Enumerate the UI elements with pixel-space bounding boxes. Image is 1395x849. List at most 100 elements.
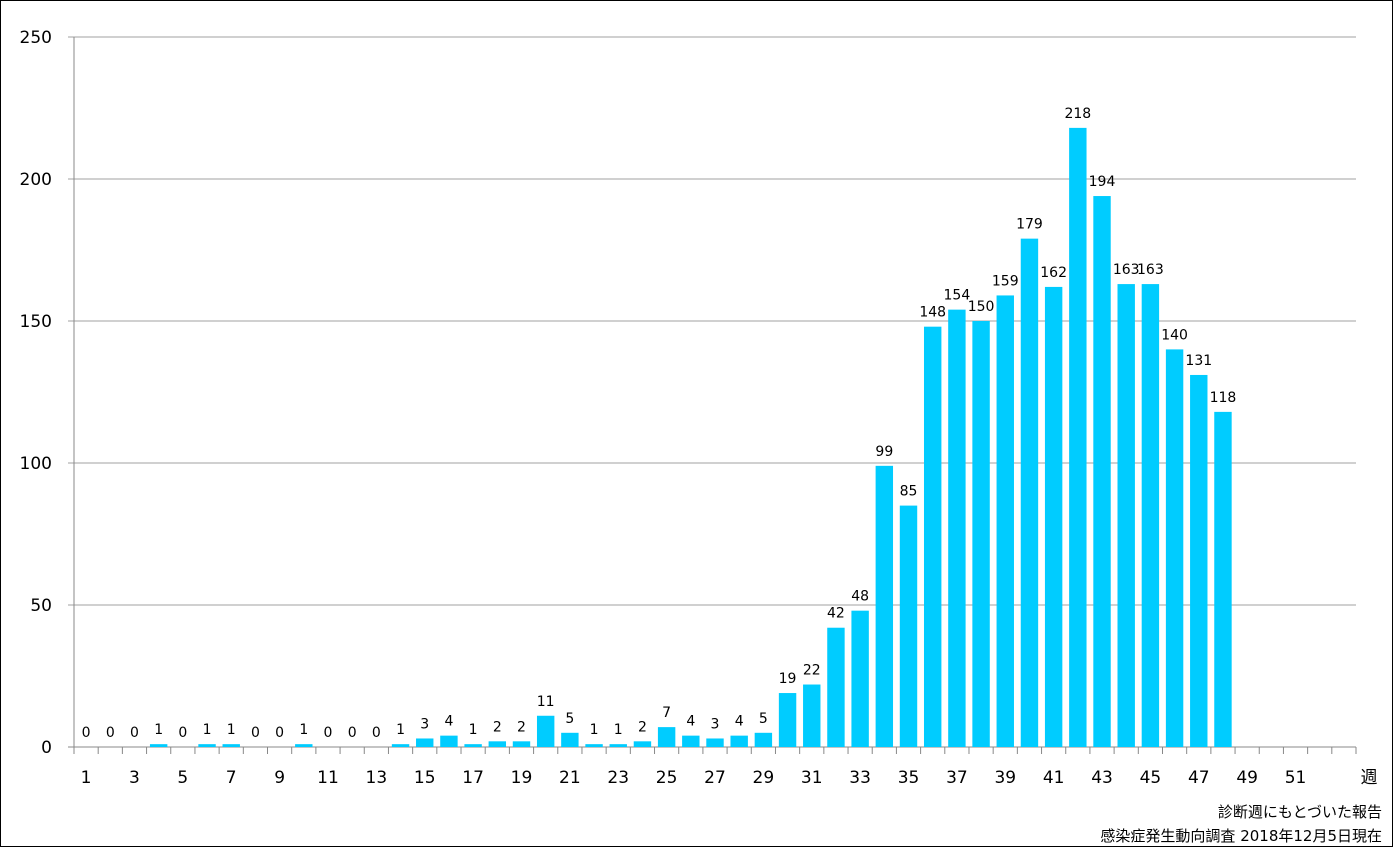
x-tick-label: 39 [994, 768, 1016, 788]
data-label-week-34: 99 [875, 444, 893, 460]
y-tick-label: 50 [30, 596, 52, 616]
bar-week-23 [609, 744, 627, 747]
data-label-week-4: 1 [154, 722, 163, 738]
data-label-week-39: 159 [992, 273, 1019, 289]
data-label-week-17: 1 [469, 722, 478, 738]
data-label-week-30: 19 [779, 671, 797, 687]
data-label-week-22: 1 [590, 722, 599, 738]
bar-week-42 [1069, 127, 1087, 747]
bar-week-10 [295, 744, 313, 747]
data-label-week-9: 0 [275, 725, 284, 741]
data-label-week-48: 118 [1210, 390, 1237, 406]
x-tick-label: 19 [511, 768, 533, 788]
bar-week-39 [996, 295, 1014, 747]
x-tick-label: 11 [317, 768, 339, 788]
bar-week-16 [440, 735, 458, 747]
bar-week-47 [1190, 374, 1208, 747]
bars [149, 127, 1232, 748]
data-label-week-12: 0 [348, 725, 357, 741]
bar-week-31 [803, 684, 821, 747]
data-label-week-29: 5 [759, 711, 768, 727]
bar-week-27 [706, 738, 724, 747]
data-label-week-36: 148 [919, 305, 946, 321]
bar-week-40 [1020, 238, 1039, 747]
data-label-week-41: 162 [1040, 265, 1067, 281]
data-label-week-44: 163 [1113, 262, 1140, 278]
bar-week-46 [1165, 349, 1184, 747]
data-label-week-16: 4 [444, 714, 453, 730]
x-tick-label: 49 [1236, 768, 1258, 788]
bar-week-19 [512, 741, 531, 747]
bar-week-45 [1141, 284, 1160, 747]
bar-week-30 [778, 693, 797, 747]
data-label-week-24: 2 [638, 719, 647, 735]
bar-week-24 [633, 741, 652, 747]
data-label-week-31: 22 [803, 663, 821, 679]
bar-week-15 [416, 738, 434, 747]
data-label-week-14: 1 [396, 722, 405, 738]
data-label-week-32: 42 [827, 606, 845, 622]
x-tick-label: 33 [849, 768, 871, 788]
bar-week-25 [657, 727, 676, 747]
data-label-week-21: 5 [565, 711, 574, 727]
bar-week-7 [222, 744, 240, 747]
bar-week-20 [536, 715, 555, 747]
x-axis-unit-label: 週 [1361, 768, 1378, 788]
y-tick-label: 0 [41, 738, 52, 758]
data-label-week-7: 1 [227, 722, 236, 738]
data-label-week-47: 131 [1185, 353, 1212, 369]
data-label-week-11: 0 [324, 725, 333, 741]
data-label-week-43: 194 [1089, 174, 1116, 190]
data-label-week-15: 3 [420, 716, 429, 732]
data-label-week-18: 2 [493, 719, 502, 735]
bar-week-17 [464, 744, 482, 747]
bar-week-37 [948, 309, 966, 747]
data-label-week-45: 163 [1137, 262, 1164, 278]
data-label-week-37: 154 [944, 288, 971, 304]
x-tick-label: 45 [1140, 768, 1162, 788]
data-label-week-20: 11 [537, 694, 555, 710]
x-tick-label: 15 [414, 768, 436, 788]
bar-week-14 [391, 744, 410, 747]
bar-week-32 [827, 627, 845, 747]
bar-week-6 [198, 744, 216, 747]
x-tick-label: 7 [226, 768, 237, 788]
x-tick-label: 43 [1091, 768, 1113, 788]
data-label-week-10: 1 [299, 722, 308, 738]
bar-week-21 [561, 732, 579, 747]
x-tick-label: 35 [898, 768, 920, 788]
y-tick-label: 100 [20, 454, 52, 474]
data-label-week-42: 218 [1064, 106, 1091, 122]
bar-week-29 [754, 732, 773, 747]
data-label-week-23: 1 [614, 722, 623, 738]
x-tick-label: 23 [607, 768, 629, 788]
bar-week-22 [585, 744, 603, 747]
data-label-week-35: 85 [900, 484, 918, 500]
x-tick-label: 29 [753, 768, 775, 788]
data-label-week-25: 7 [662, 705, 671, 721]
data-label-week-46: 140 [1161, 327, 1188, 343]
y-tick-label: 200 [20, 170, 52, 190]
data-label-week-2: 0 [106, 725, 115, 741]
data-label-week-28: 4 [735, 714, 744, 730]
bar-week-33 [851, 610, 869, 747]
data-label-week-19: 2 [517, 719, 526, 735]
x-axis: 1 3 5 7 9 11 13 15 17 19 21 23 25 27 29 31 33 35 37 39 41 43 4… [73, 747, 1357, 788]
x-tick-label: 27 [704, 768, 726, 788]
bar-week-18 [488, 741, 507, 747]
data-label-week-6: 1 [203, 722, 212, 738]
data-label-week-38: 150 [968, 299, 995, 315]
footnote-report-basis: 診断週にもとづいた報告 [1217, 803, 1382, 821]
bar-week-44 [1117, 284, 1135, 747]
y-axis: 0 50 100 150 200 250 [20, 28, 75, 758]
x-tick-label: 47 [1188, 768, 1210, 788]
data-label-week-1: 0 [82, 725, 91, 741]
bar-week-38 [972, 321, 990, 747]
data-label-week-40: 179 [1016, 217, 1043, 233]
bar-week-4 [149, 744, 168, 747]
bar-week-43 [1093, 196, 1111, 748]
data-label-week-5: 0 [178, 725, 187, 741]
